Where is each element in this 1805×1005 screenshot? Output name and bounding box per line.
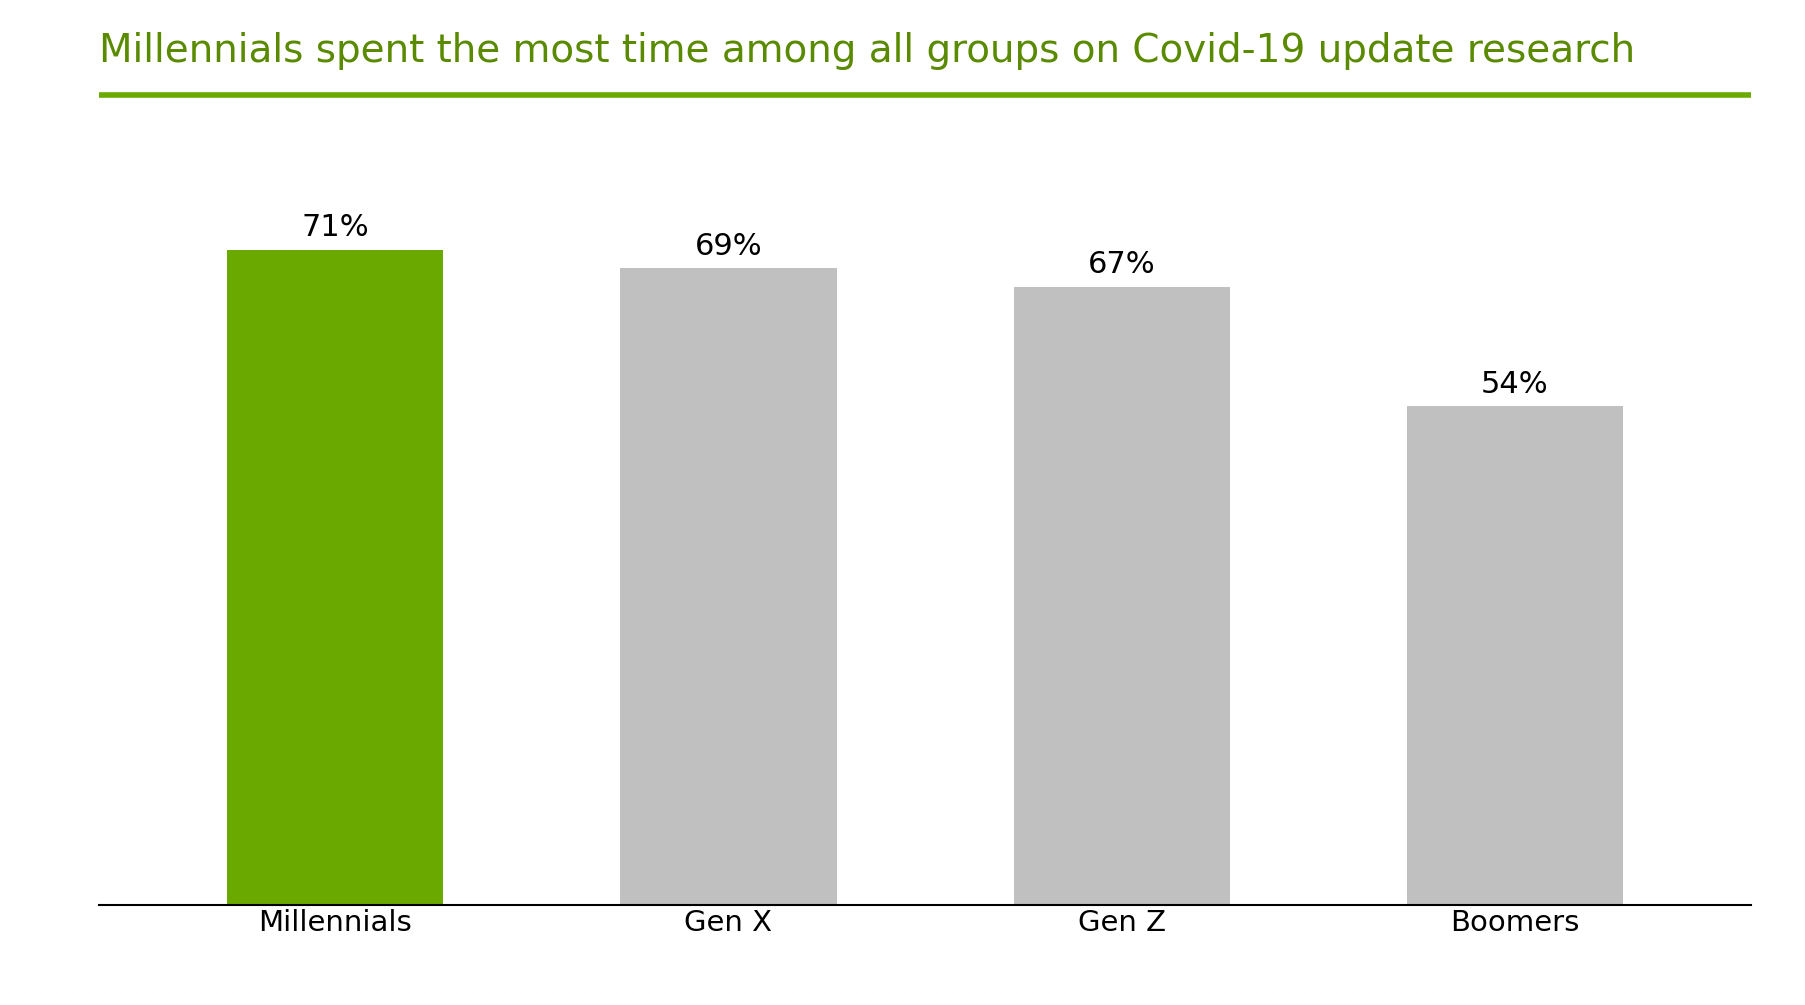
Bar [621, 268, 836, 904]
Bar [1014, 286, 1229, 904]
Text: 69%: 69% [695, 232, 762, 260]
Text: 71%: 71% [301, 213, 368, 242]
Bar [227, 249, 444, 904]
Bar [1406, 406, 1623, 904]
Text: Millennials spent the most time among all groups on Covid-19 update research: Millennials spent the most time among al… [99, 32, 1635, 70]
Text: 67%: 67% [1088, 250, 1155, 279]
Text: 54%: 54% [1482, 370, 1549, 399]
